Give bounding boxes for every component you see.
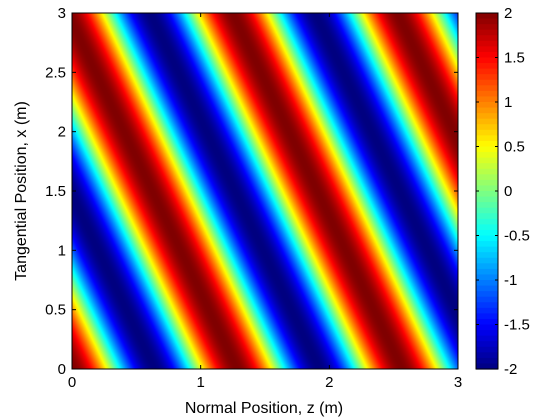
y-tick-label: 2.5: [45, 64, 66, 81]
colorbar: [475, 12, 499, 370]
y-axis: 0 0.5 1 1.5 2 2.5 3: [45, 5, 458, 378]
colorbar-segment: [476, 102, 498, 109]
colorbar-segment: [476, 63, 498, 70]
colorbar-segment: [476, 285, 498, 292]
colorbar-segment: [476, 341, 498, 348]
colorbar-segment: [476, 196, 498, 203]
colorbar-segment: [476, 35, 498, 42]
colorbar-segment: [476, 235, 498, 242]
colorbar-segment: [476, 291, 498, 298]
y-tick-label: 2: [58, 124, 66, 141]
colorbar-tick-label: -2: [504, 361, 517, 378]
colorbar-segment: [476, 129, 498, 136]
heatmap-image: [72, 13, 458, 369]
colorbar-segment: [476, 118, 498, 125]
colorbar-segment: [476, 224, 498, 231]
colorbar-segment: [476, 302, 498, 309]
colorbar-segment: [476, 330, 498, 337]
colorbar-segment: [476, 57, 498, 64]
colorbar-segment: [476, 346, 498, 353]
colorbar-segment: [476, 124, 498, 131]
colorbar-segment: [476, 324, 498, 331]
colorbar-segment: [476, 113, 498, 120]
colorbar-segment: [476, 207, 498, 214]
colorbar-segment: [476, 252, 498, 259]
colorbar-segment: [476, 202, 498, 209]
colorbar-segment: [476, 79, 498, 86]
x-tick-label: 0: [68, 374, 76, 391]
colorbar-segment: [476, 96, 498, 103]
y-tick-label: 0: [58, 361, 66, 378]
colorbar-segment: [476, 318, 498, 326]
x-tick-label: 3: [454, 374, 462, 391]
y-tick-label: 1: [58, 242, 66, 259]
colorbar-segment: [476, 90, 498, 98]
x-axis: 0 1 2 3: [68, 13, 462, 391]
x-tick-label: 1: [196, 374, 204, 391]
colorbar-segment: [476, 146, 498, 153]
y-tick-label: 3: [58, 5, 66, 22]
colorbar-segment: [476, 168, 498, 175]
colorbar-tick-label: 2: [504, 5, 512, 22]
colorbar-segment: [476, 185, 498, 192]
colorbar-segment: [476, 152, 498, 159]
plot-area: [71, 12, 459, 370]
colorbar-segment: [476, 357, 498, 365]
colorbar-segment: [476, 157, 498, 164]
y-tick-label: 0.5: [45, 302, 66, 319]
colorbar-segment: [476, 13, 498, 20]
colorbar-tick-label: 1: [504, 94, 512, 111]
colorbar-segment: [476, 229, 498, 237]
colorbar-segment: [476, 68, 498, 75]
colorbar-tick-label: 0: [504, 183, 512, 200]
colorbar-segment: [476, 163, 498, 170]
colorbar-segment: [476, 46, 498, 53]
colorbar-segment: [476, 18, 498, 25]
colorbar-segment: [476, 352, 498, 359]
colorbar-segment: [476, 107, 498, 114]
colorbar-segment: [476, 174, 498, 181]
colorbar-segment: [476, 280, 498, 287]
colorbar-tick-label: -1: [504, 272, 517, 289]
colorbar-segment: [476, 24, 498, 31]
colorbar-tick-label: -1.5: [504, 317, 530, 334]
colorbar-segment: [476, 135, 498, 142]
colorbar-segment: [476, 257, 498, 264]
x-axis-label: Normal Position, z (m): [185, 400, 343, 417]
x-tick-label: 2: [325, 374, 333, 391]
colorbar-segment: [476, 213, 498, 220]
colorbar-segment: [476, 191, 498, 198]
colorbar-segment: [476, 313, 498, 320]
colorbar-axis: -2 -1.5 -1 -0.5 0 0.5 1 1.5 2: [476, 5, 530, 378]
colorbar-segment: [476, 246, 498, 253]
colorbar-segment: [476, 51, 498, 59]
colorbar-segment: [476, 268, 498, 276]
colorbar-segment: [476, 296, 498, 303]
colorbar-segment: [476, 85, 498, 92]
y-axis-label: Tangential Position, x (m): [13, 101, 30, 281]
y-tick-label: 1.5: [45, 183, 66, 200]
colorbar-segment: [476, 263, 498, 270]
colorbar-segment: [476, 335, 498, 342]
colorbar-segment: [476, 29, 498, 36]
colorbar-segment: [476, 363, 498, 370]
colorbar-segment: [476, 218, 498, 225]
colorbar-segment: [476, 40, 498, 47]
colorbar-tick-label: 0.5: [504, 139, 525, 156]
colorbar-segment: [476, 179, 498, 187]
colorbar-tick-label: -0.5: [504, 228, 530, 245]
colorbar-segment: [476, 140, 498, 148]
colorbar-tick-label: 1.5: [504, 50, 525, 67]
colorbar-segment: [476, 307, 498, 314]
colorbar-segment: [476, 241, 498, 248]
colorbar-segment: [476, 274, 498, 281]
colorbar-segment: [476, 74, 498, 81]
